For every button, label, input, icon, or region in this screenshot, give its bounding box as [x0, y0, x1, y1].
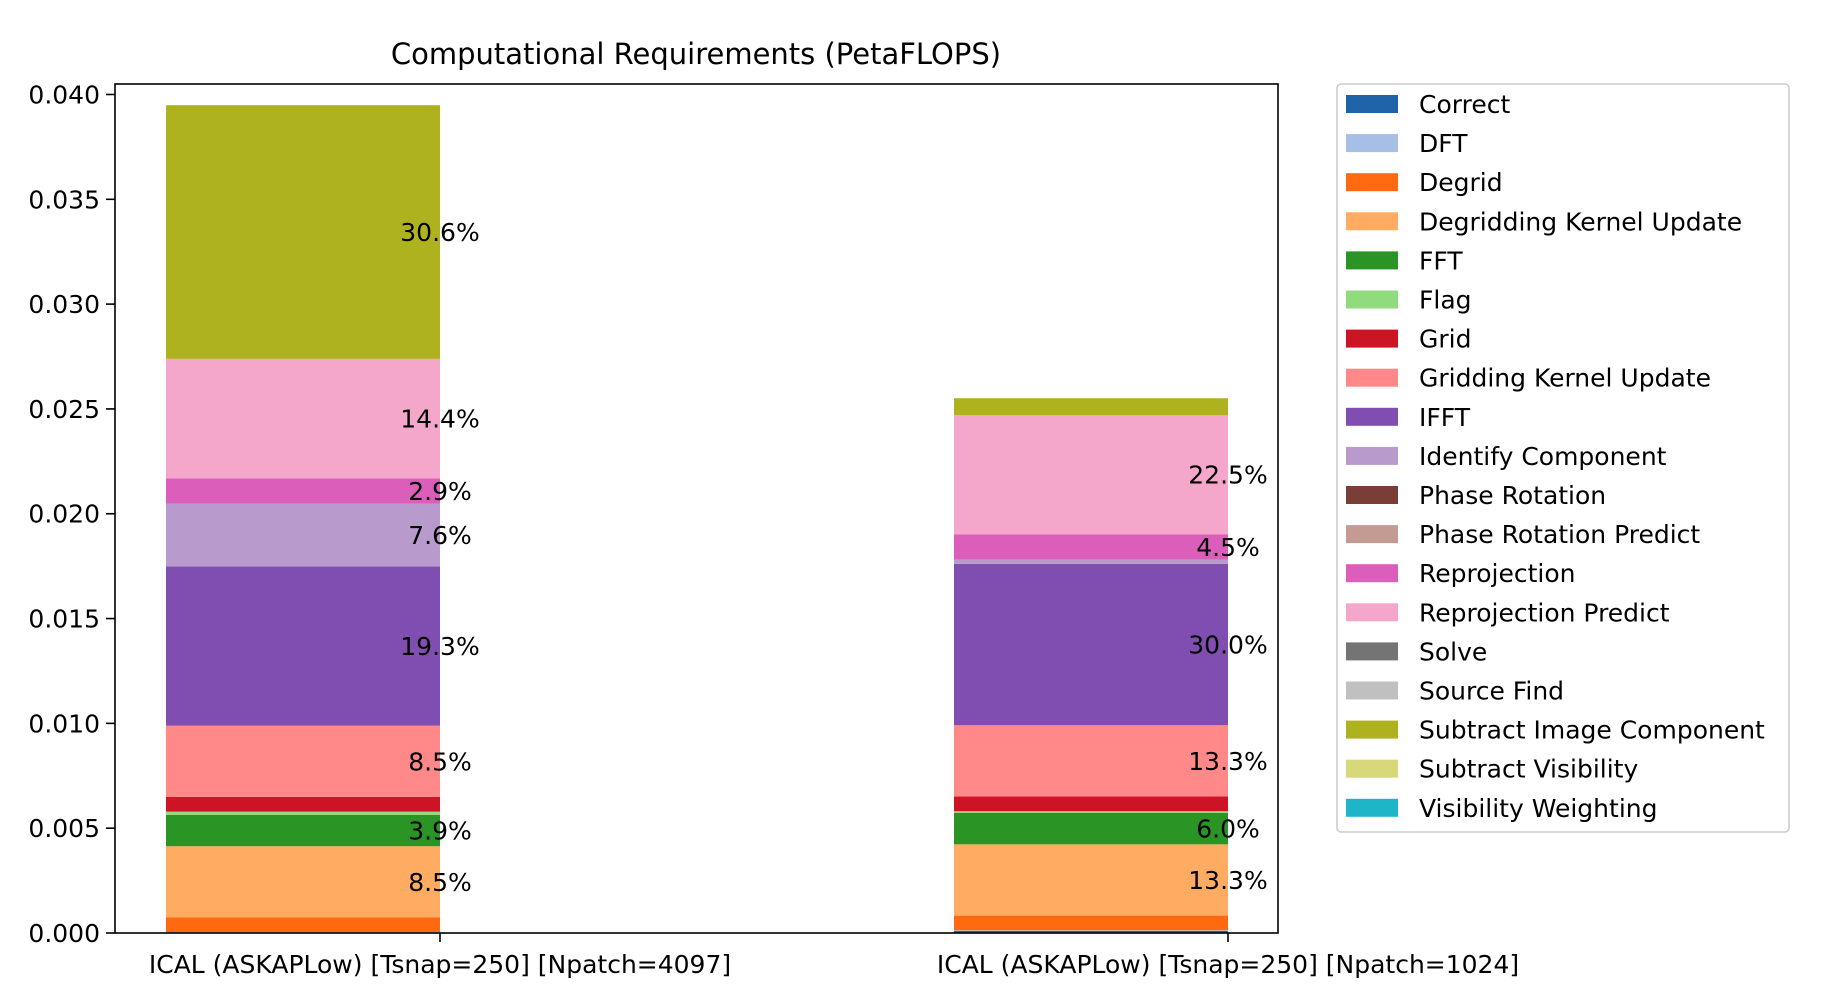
legend-swatch-visibility-weighting [1346, 798, 1398, 817]
legend-swatch-degridding-kernel-update [1346, 212, 1398, 231]
bar-segment-dft-2 [954, 930, 1228, 931]
bar-value-label: 7.6% [408, 521, 472, 550]
legend-label-grid: Grid [1419, 325, 1471, 354]
legend-label-subtract-visibility: Subtract Visibility [1419, 755, 1638, 784]
bar-segment-reprojection-predict-2 [954, 415, 1228, 535]
bar-segment-flag-1 [166, 811, 440, 815]
legend-label-ifft: IFFT [1419, 403, 1471, 432]
bar-segment-ifft-2 [954, 563, 1228, 726]
legend-swatch-source-find [1346, 681, 1398, 700]
legend-swatch-identify-component [1346, 446, 1398, 465]
bar-segment-reprojection-1 [166, 478, 440, 504]
legend-swatch-grid [1346, 329, 1398, 348]
legend-swatch-gridding-kernel-update [1346, 368, 1398, 387]
bar-value-label: 22.5% [1188, 461, 1267, 490]
legend-swatch-fft [1346, 251, 1398, 270]
bar-segment-gridding-kernel-update-2 [954, 725, 1228, 797]
bar-segment-fft-2 [954, 812, 1228, 845]
legend-label-source-find: Source Find [1419, 677, 1564, 706]
legend-label-subtract-image-component: Subtract Image Component [1419, 716, 1765, 745]
legend-swatch-subtract-image-component [1346, 720, 1398, 739]
bar-value-label: 14.4% [400, 405, 479, 434]
bar-segment-flag-2 [954, 811, 1228, 813]
bar-segment-grid-1 [166, 796, 440, 812]
bar-value-label: 4.5% [1196, 533, 1260, 562]
bar-value-label: 13.3% [1188, 747, 1267, 776]
bar-segment-ifft-1 [166, 566, 440, 726]
bar-segment-fft-1 [166, 814, 440, 847]
legend-swatch-reprojection [1346, 564, 1398, 583]
legend-label-phase-rotation-predict: Phase Rotation Predict [1419, 520, 1700, 549]
legend-label-fft: FFT [1419, 246, 1463, 275]
bar-value-label: 30.6% [400, 218, 479, 247]
bar-segment-identify-component-1 [166, 503, 440, 567]
y-tick-label: 0.035 [28, 185, 100, 214]
legend-label-degridding-kernel-update: Degridding Kernel Update [1419, 207, 1742, 236]
legend-label-flag: Flag [1419, 286, 1472, 315]
legend-swatch-dft [1346, 134, 1398, 153]
legend-label-dft: DFT [1419, 129, 1468, 158]
bar-segment-degrid-2 [954, 915, 1228, 931]
legend-frame [1336, 83, 1790, 833]
plot-frame [114, 83, 1279, 934]
bar-segment-degrid-1 [166, 917, 440, 933]
bar-segment-subtract-image-component-2 [954, 398, 1228, 416]
y-tick-label: 0.025 [28, 395, 100, 424]
bar-segment-correct-2 [954, 930, 1228, 933]
bar-segment-degridding-kernel-update-1 [166, 846, 440, 918]
bar-value-label: 8.5% [408, 868, 472, 897]
legend-swatch-phase-rotation-predict [1346, 525, 1398, 544]
y-tick-label: 0.030 [28, 290, 100, 319]
y-tick-label: 0.000 [28, 919, 100, 948]
bars-group [166, 105, 1228, 934]
bar-segment-reprojection-2 [954, 534, 1228, 560]
legend-label-solve: Solve [1419, 637, 1487, 666]
legend-label-correct: Correct [1419, 90, 1510, 119]
bar-value-label: 6.0% [1196, 815, 1260, 844]
legend-swatch-phase-rotation [1346, 486, 1398, 504]
bar-segment-subtract-image-component-1 [166, 105, 440, 359]
legend-label-visibility-weighting: Visibility Weighting [1419, 794, 1657, 823]
legend-label-reprojection: Reprojection [1419, 559, 1575, 588]
y-tick-label: 0.005 [28, 814, 100, 843]
y-tick-label: 0.015 [28, 605, 100, 634]
legend-label-reprojection-predict: Reprojection Predict [1419, 598, 1670, 627]
bar-value-label: 19.3% [400, 632, 479, 661]
x-tick-label: ICAL (ASKAPLow) [Tsnap=250] [Npatch=4097… [149, 950, 731, 979]
legend-swatch-flag [1346, 290, 1398, 309]
bar-segment-gridding-kernel-update-1 [166, 725, 440, 797]
x-tick-label: ICAL (ASKAPLow) [Tsnap=250] [Npatch=1024… [937, 950, 1519, 979]
legend-label-phase-rotation: Phase Rotation [1419, 481, 1606, 510]
y-axis: 0.000 0.005 0.010 0.015 0.020 0.025 0.030 0.035… [28, 80, 115, 948]
y-tick-label: 0.020 [28, 500, 100, 529]
y-tick-label: 0.010 [28, 709, 100, 738]
legend-label-gridding-kernel-update: Gridding Kernel Update [1419, 364, 1711, 393]
bar-segment-grid-2 [954, 796, 1228, 812]
legend-label-degrid: Degrid [1419, 168, 1503, 197]
y-tick-label: 0.040 [28, 80, 100, 109]
legend-swatch-reprojection-predict [1346, 603, 1398, 622]
bar-value-label: 30.0% [1188, 631, 1267, 660]
bar-segment-degridding-kernel-update-2 [954, 844, 1228, 916]
legend-label-identify-component: Identify Component [1419, 442, 1667, 471]
legend-swatch-ifft [1346, 407, 1398, 426]
legend: Correct DFT Degrid Degridding Kernel Update… [1336, 83, 1790, 833]
bar-value-label: 2.9% [408, 477, 472, 506]
legend-swatch-solve [1346, 642, 1398, 661]
bar-segment-identify-component-2 [954, 559, 1228, 564]
bar-segment-reprojection-predict-1 [166, 358, 440, 479]
bar-value-label: 13.3% [1188, 866, 1267, 895]
legend-swatch-subtract-visibility [1346, 759, 1398, 778]
x-axis: ICAL (ASKAPLow) [Tsnap=250] [Npatch=4097… [149, 933, 1519, 979]
legend-swatch-correct [1346, 95, 1398, 113]
legend-swatch-degrid [1346, 173, 1398, 192]
bar-value-label: 8.5% [408, 747, 472, 776]
bar-labels-group: 8.5% 3.9% 8.5% 19.3% 7.6% 2.9% 14.4% 30.6% 13.3%… [400, 218, 1267, 897]
bar-value-label: 3.9% [408, 816, 472, 845]
chart-title: Computational Requirements (PetaFLOPS) [391, 37, 1001, 71]
